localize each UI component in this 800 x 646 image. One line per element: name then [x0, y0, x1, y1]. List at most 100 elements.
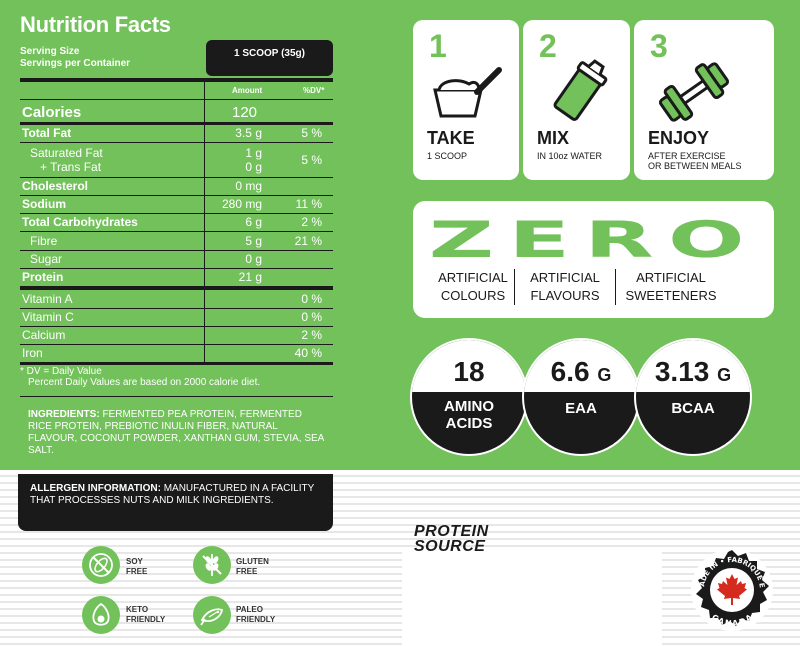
blank-label-area [402, 552, 662, 646]
step-enjoy: 3 ENJOY AFTER EXERCISE OR BETWEEN MEALS [634, 20, 774, 180]
ingredients-label: INGREDIENTS: [28, 409, 100, 420]
allergen-text: MANUFACTURED IN A FACILITY THAT PROCESSE… [30, 483, 315, 506]
avocado-icon [82, 596, 120, 634]
nutrient-amount: 1 g [245, 146, 262, 160]
divider [20, 177, 333, 178]
ingredients: INGREDIENTS: FERMENTED PEA PROTEIN, FERM… [28, 409, 328, 457]
step-number: 3 [650, 28, 668, 64]
nutrient-amount: 280 mg [221, 197, 262, 211]
stat-amino-acids: 18 AMINO ACIDS [410, 338, 528, 456]
stat-bcaa: 3.13 G BCAA [634, 338, 752, 456]
badge-line: SOY [126, 557, 143, 566]
divider [20, 99, 333, 100]
step-title: MIX [537, 128, 570, 148]
scoop-icon [425, 60, 505, 129]
nutrient-amount: 3.5 g [235, 126, 262, 140]
vitamin-dv: 40 % [294, 346, 322, 360]
nutrient-dv: 2 % [301, 215, 322, 229]
divider [20, 213, 333, 214]
nutrient-dv: 5 % [301, 126, 322, 140]
stat-label-line: ACIDS [445, 415, 493, 432]
zero-item-line: ARTIFICIAL [530, 270, 600, 285]
header-amount: Amount [232, 86, 263, 95]
nutrient-dv: 21 % [294, 234, 322, 248]
divider [20, 268, 333, 269]
zero-heading: ZERO [428, 211, 759, 269]
nutrient-label: Cholesterol [22, 179, 89, 193]
divider [20, 195, 333, 196]
step-number: 1 [429, 28, 447, 64]
stat-eaa: 6.6 G EAA [522, 338, 640, 456]
shaker-icon [545, 58, 615, 129]
step-subtitle: IN 10oz WATER [537, 151, 602, 161]
vitamin-label: Vitamin A [22, 292, 73, 306]
step-subtitle: AFTER EXERCISE OR BETWEEN MEALS [648, 151, 742, 171]
vitamin-dv: 0 % [301, 310, 322, 324]
divider [20, 142, 333, 143]
zero-item: ARTIFICIAL FLAVOURS [517, 269, 613, 305]
badge-line: PALEO [236, 605, 263, 614]
serving-size-value: 1 SCOOP (35g) [206, 40, 333, 76]
nutrient-amount: 0 mg [235, 179, 262, 193]
stat-top [524, 340, 638, 392]
badge-label: KETO FRIENDLY [126, 605, 165, 625]
nutrient-label: + Trans Fat [40, 160, 102, 174]
nutrient-dv: 5 % [301, 153, 322, 167]
vitamin-label: Calcium [22, 328, 66, 342]
badge-line: GLUTEN [236, 557, 269, 566]
stat-label-line: EAA [565, 400, 597, 417]
stat-value: 18 [412, 356, 526, 388]
stat-number: 18 [453, 356, 485, 387]
step-take: 1 TAKE 1 SCOOP [413, 20, 519, 180]
zero-divider [514, 269, 515, 305]
allergen-box: ALLERGEN INFORMATION: MANUFACTURED IN A … [18, 474, 333, 531]
serving-labels: Serving Size Servings per Container [20, 46, 130, 70]
nutrient-label: Fibre [30, 234, 58, 248]
stat-number: 6.6 [550, 356, 590, 387]
nutrient-label: Sodium [22, 197, 66, 211]
badge-line: FREE [236, 567, 258, 576]
badge-line: FREE [126, 567, 148, 576]
divider [20, 362, 333, 365]
zero-item-line: FLAVOURS [530, 288, 600, 303]
stat-label: AMINO ACIDS [412, 398, 526, 432]
brand-logo: PROTEIN SOURCE [414, 523, 534, 555]
fish-icon [193, 596, 231, 634]
badge-line: FRIENDLY [126, 615, 166, 624]
nutrient-amount: 6 g [245, 215, 262, 229]
stat-value: 6.6 G [524, 356, 638, 388]
stat-unit: G [597, 365, 612, 385]
nutrient-label: Saturated Fat [30, 146, 103, 160]
stat-label-line: AMINO [444, 398, 494, 415]
nutrient-label: Total Carbohydrates [22, 215, 138, 229]
step-sub-line: IN 10oz WATER [537, 151, 603, 161]
zero-item-line: SWEETENERS [625, 288, 717, 303]
calories-value: 120 [232, 104, 258, 121]
step-sub-line: 1 SCOOP [427, 151, 468, 161]
divider [20, 122, 333, 125]
nutrient-dv: 11 % [295, 197, 322, 211]
nutrient-label: Total Fat [22, 126, 72, 140]
nutrient-label: Sugar [30, 252, 63, 266]
stat-top [636, 340, 750, 392]
zero-item-line: ARTIFICIAL [438, 270, 508, 285]
badge-label: PALEO FRIENDLY [236, 605, 275, 625]
stat-label: EAA [524, 400, 638, 417]
stat-top [412, 340, 526, 392]
vitamin-dv: 2 % [301, 328, 322, 342]
zero-artificial-box: ZERO ARTIFICIAL COLOURS ARTIFICIAL FLAVO… [413, 201, 774, 318]
divider [20, 250, 333, 251]
stat-number: 3.13 [654, 356, 710, 387]
brand-line: PROTEIN [414, 523, 489, 540]
badge-label: SOY FREE [126, 557, 147, 577]
divider [20, 231, 333, 232]
vitamin-label: Vitamin C [22, 310, 74, 324]
nutrient-amount: 0 g [245, 252, 262, 266]
dv-footnote: * DV = Daily Value Percent Daily Values … [20, 366, 260, 388]
step-number: 2 [539, 28, 557, 64]
step-subtitle: 1 SCOOP [427, 151, 467, 161]
gluten-free-icon [193, 546, 231, 584]
column-divider [204, 78, 205, 288]
divider [20, 344, 333, 345]
footnote-line: Percent Daily Values are based on 2000 c… [28, 377, 261, 388]
